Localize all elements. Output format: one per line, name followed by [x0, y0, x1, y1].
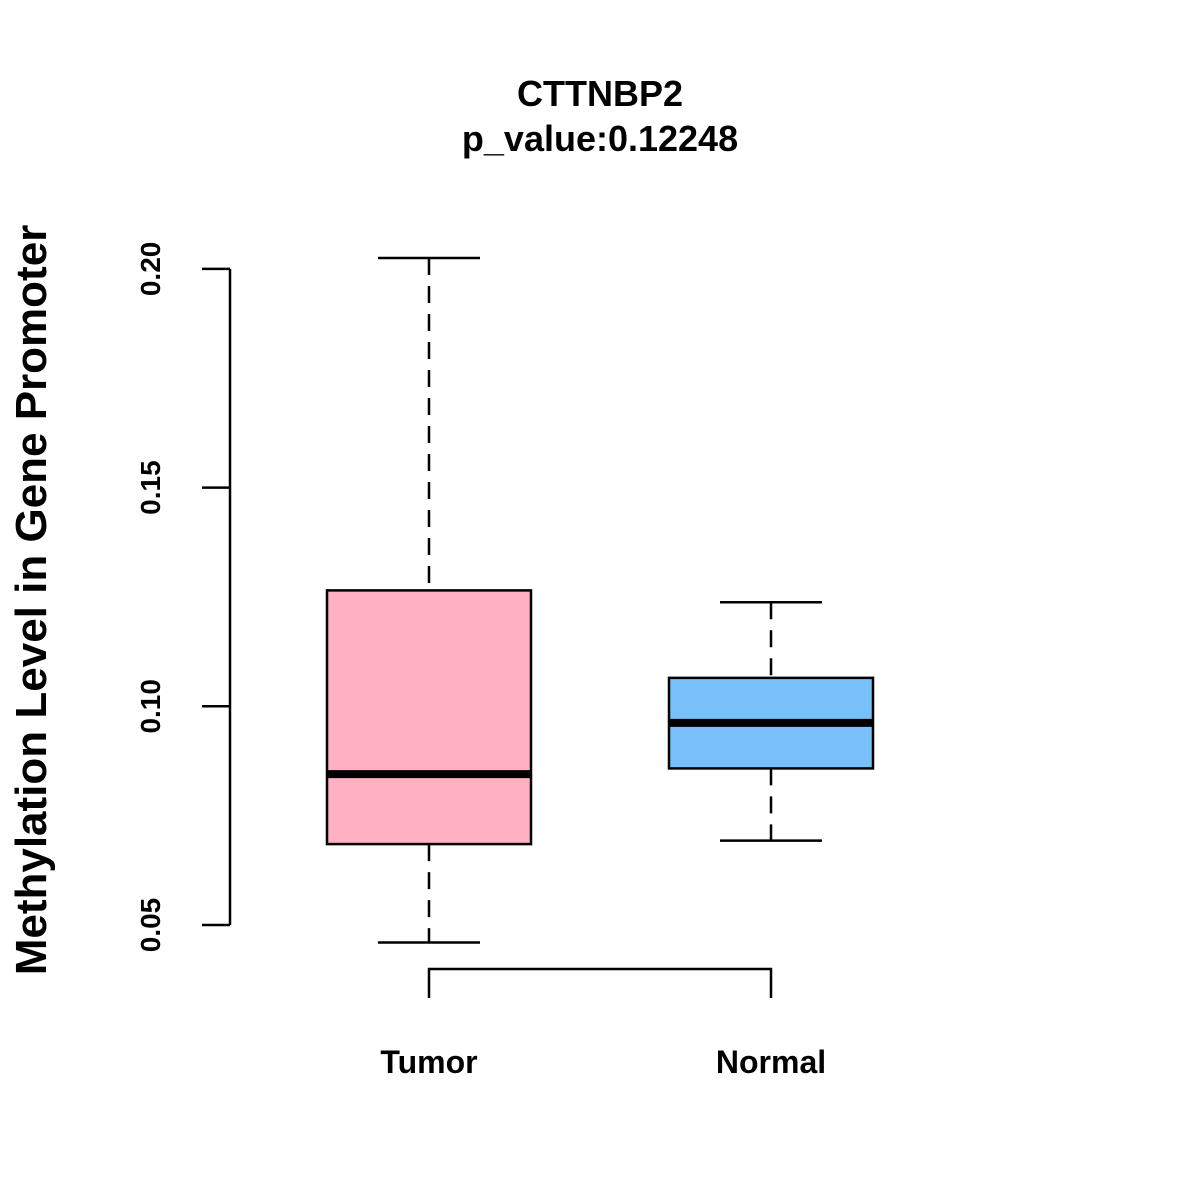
chart-subtitle: p_value:0.12248: [462, 118, 738, 159]
y-tick-label: 0.05: [135, 898, 166, 953]
box-normal: [667, 600, 875, 842]
y-axis: 0.05 0.10 0.15 0.20: [135, 242, 232, 953]
box-tumor: [325, 256, 533, 944]
bracket-line: [427, 967, 773, 998]
category-labels: Tumor Normal: [380, 1044, 826, 1080]
boxes-layer: [325, 256, 875, 944]
comparison-bracket: [427, 967, 773, 998]
category-label-normal: Normal: [716, 1044, 826, 1080]
y-tick-label: 0.10: [135, 679, 166, 734]
category-label-tumor: Tumor: [380, 1044, 477, 1080]
chart-title: CTTNBP2: [517, 73, 683, 114]
y-axis-label: Methylation Level in Gene Promoter: [7, 225, 56, 976]
y-tick-label: 0.15: [135, 460, 166, 514]
box-body: [325, 589, 533, 846]
y-tick-label: 0.20: [135, 242, 166, 297]
